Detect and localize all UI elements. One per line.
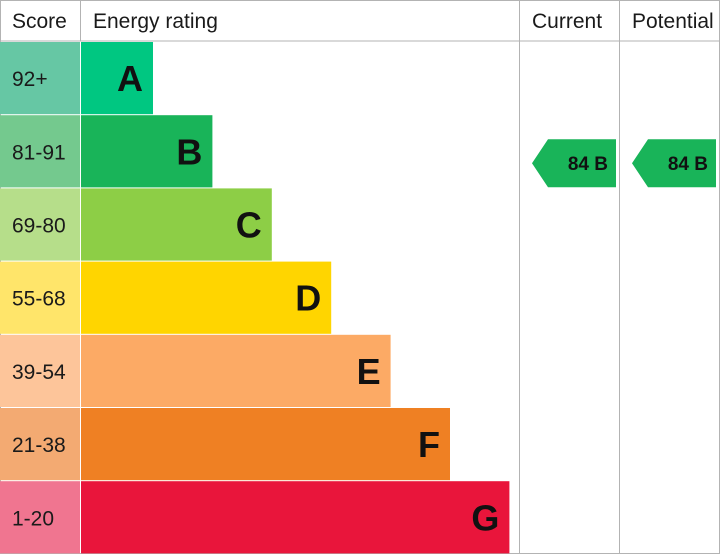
band-bar-b <box>81 115 213 188</box>
band-letter-a: A <box>117 58 143 99</box>
score-cell-g <box>0 481 80 554</box>
score-range-g: 1-20 <box>12 507 54 530</box>
score-range-e: 39-54 <box>12 361 66 384</box>
score-range-b: 81-91 <box>12 141 66 164</box>
band-letter-b: B <box>176 131 202 172</box>
score-cell-a <box>0 42 80 115</box>
score-cell-f <box>0 408 80 481</box>
band-bar-d <box>81 261 332 334</box>
score-range-f: 21-38 <box>12 434 66 457</box>
band-bar-g <box>81 481 510 554</box>
band-letter-e: E <box>357 351 381 392</box>
band-letter-d: D <box>295 278 321 319</box>
score-cell-c <box>0 188 80 261</box>
potential-pointer-label: 84 B <box>668 154 708 175</box>
rating-bands: 92+ A 81-91 B 69-80 C 55-68 D 39-54 E 21-38 F 1-20 G <box>0 42 510 554</box>
rating-pointers: 84 B 84 B <box>532 139 716 188</box>
band-letter-c: C <box>236 205 262 246</box>
score-range-a: 92+ <box>12 68 48 91</box>
band-bar-c <box>81 188 272 261</box>
score-cell-e <box>0 334 80 407</box>
current-pointer-label: 84 B <box>568 154 608 175</box>
potential-pointer <box>632 139 716 188</box>
score-cell-d <box>0 261 80 334</box>
score-cell-b <box>0 115 80 188</box>
band-letter-f: F <box>418 424 440 465</box>
score-range-c: 69-80 <box>12 215 66 238</box>
energy-rating-header: Energy rating <box>93 10 218 33</box>
band-letter-g: G <box>471 497 499 538</box>
score-header: Score <box>12 10 67 33</box>
current-pointer <box>532 139 616 188</box>
current-header: Current <box>532 10 602 33</box>
score-range-d: 55-68 <box>12 288 66 311</box>
potential-header: Potential <box>632 10 714 33</box>
band-bar-f <box>81 408 450 481</box>
band-bar-a <box>81 42 153 115</box>
band-bar-e <box>81 334 391 407</box>
